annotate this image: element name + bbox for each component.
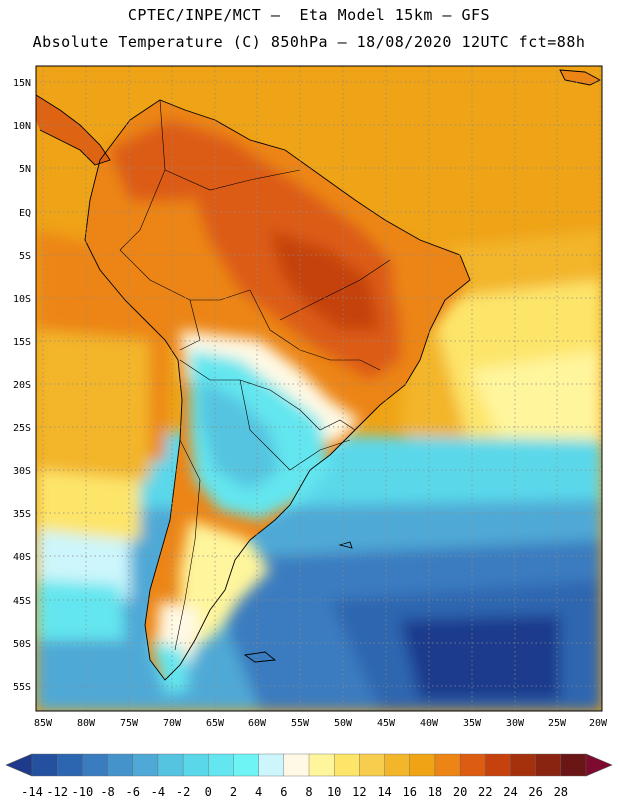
title-line-field: Absolute Temperature (C) 850hPa – 18/08/… — [32, 33, 586, 51]
lat-label: 35S — [13, 509, 31, 520]
lon-label: 25W — [548, 718, 567, 729]
colorbar-label: -2 — [176, 785, 190, 799]
lon-label: 70W — [163, 718, 182, 729]
colorbar-cell — [459, 753, 486, 777]
colorbar-label: 20 — [453, 785, 467, 799]
colorbar-cell — [157, 753, 184, 777]
lon-label: 45W — [377, 718, 396, 729]
lat-label: 15S — [13, 337, 31, 348]
lon-label: 65W — [206, 718, 225, 729]
lat-label: 10N — [13, 121, 31, 132]
colorbar-cell — [333, 753, 360, 777]
colorbar-max-arrow — [585, 753, 613, 777]
colorbar-label: 10 — [327, 785, 341, 799]
colorbar-label: -14 — [21, 785, 43, 799]
coastlines — [36, 69, 601, 681]
colorbar-cell — [283, 753, 310, 777]
colorbar-label: -4 — [151, 785, 165, 799]
lon-label: 55W — [291, 718, 310, 729]
colorbar-cell — [434, 753, 461, 777]
lat-label: 40S — [13, 552, 31, 563]
colorbar-cell — [510, 753, 537, 777]
lon-label: 35W — [463, 718, 482, 729]
lon-label: 20W — [589, 718, 608, 729]
longitude-axis: 85W 80W 75W 70W 65W 60W 55W 50W 45W 40W … — [34, 718, 608, 729]
colorbar-label: -8 — [100, 785, 114, 799]
country-borders — [119, 99, 391, 651]
colorbar-cell — [82, 753, 109, 777]
colorbar-cell — [31, 753, 58, 777]
colorbar-label: 26 — [528, 785, 542, 799]
colorbar-label: -6 — [126, 785, 140, 799]
colorbar-cell — [56, 753, 83, 777]
lon-label: 75W — [120, 718, 139, 729]
colorbar-cell — [182, 753, 209, 777]
title-line-model: CPTEC/INPE/MCT – Eta Model 15km – GFS — [127, 6, 491, 24]
lat-label: 45S — [13, 596, 31, 607]
colorbar: -14 -12 -10 -8 -6 -4 -2 0 2 4 6 8 10 12 14 16 18 20 22 24 26… — [5, 753, 613, 799]
caribbean-islands — [560, 70, 600, 85]
lat-label: 15N — [13, 78, 31, 89]
lon-label: 50W — [334, 718, 353, 729]
latitude-axis: 15N 10N 5N EQ 5S 10S 15S 20S 25S 30S 35S… — [13, 78, 31, 693]
colorbar-cell — [359, 753, 386, 777]
temperature-field — [36, 66, 602, 711]
colorbar-label: 18 — [428, 785, 442, 799]
colorbar-label: 0 — [205, 785, 212, 799]
colorbar-label: 8 — [305, 785, 312, 799]
lon-label: 30W — [506, 718, 525, 729]
colorbar-cell — [485, 753, 511, 777]
colorbar-label: 24 — [503, 785, 517, 799]
lat-label: 5S — [19, 251, 31, 262]
lon-label: 80W — [77, 718, 96, 729]
colorbar-cell — [409, 753, 436, 777]
colorbar-cell — [535, 753, 562, 777]
colorbar-label: 4 — [255, 785, 262, 799]
colorbar-cell — [132, 753, 159, 777]
colorbar-cell — [384, 753, 411, 777]
lat-label: 5N — [19, 164, 31, 175]
lat-label: 30S — [13, 466, 31, 477]
colorbar-label: 16 — [403, 785, 417, 799]
lat-label: 20S — [13, 380, 31, 391]
colorbar-cell — [258, 753, 285, 777]
lat-label: 55S — [13, 682, 31, 693]
colorbar-cell — [560, 753, 587, 777]
lon-label: 40W — [420, 718, 439, 729]
central-america-land — [36, 95, 110, 165]
colorbar-label: 14 — [377, 785, 391, 799]
lon-label: 85W — [34, 718, 53, 729]
colorbar-label: 6 — [280, 785, 287, 799]
colorbar-cell — [233, 753, 260, 777]
lat-label: EQ — [19, 208, 31, 219]
lat-label: 10S — [13, 294, 31, 305]
colorbar-label: 28 — [554, 785, 568, 799]
colorbar-cells — [31, 753, 587, 777]
map-frame — [35, 65, 603, 712]
lat-label: 25S — [13, 423, 31, 434]
colorbar-min-arrow — [5, 753, 33, 777]
colorbar-label: 12 — [352, 785, 366, 799]
colorbar-labels: -14 -12 -10 -8 -6 -4 -2 0 2 4 6 8 10 12 14 16 18 20 22 24 26… — [21, 785, 568, 799]
colorbar-label: -12 — [46, 785, 68, 799]
colorbar-label: 2 — [230, 785, 237, 799]
colorbar-cell — [107, 753, 134, 777]
lat-label: 50S — [13, 639, 31, 650]
colorbar-cell — [208, 753, 234, 777]
colorbar-cell — [308, 753, 335, 777]
colorbar-label: 22 — [478, 785, 492, 799]
lon-label: 60W — [248, 718, 267, 729]
colorbar-label: -10 — [72, 785, 94, 799]
